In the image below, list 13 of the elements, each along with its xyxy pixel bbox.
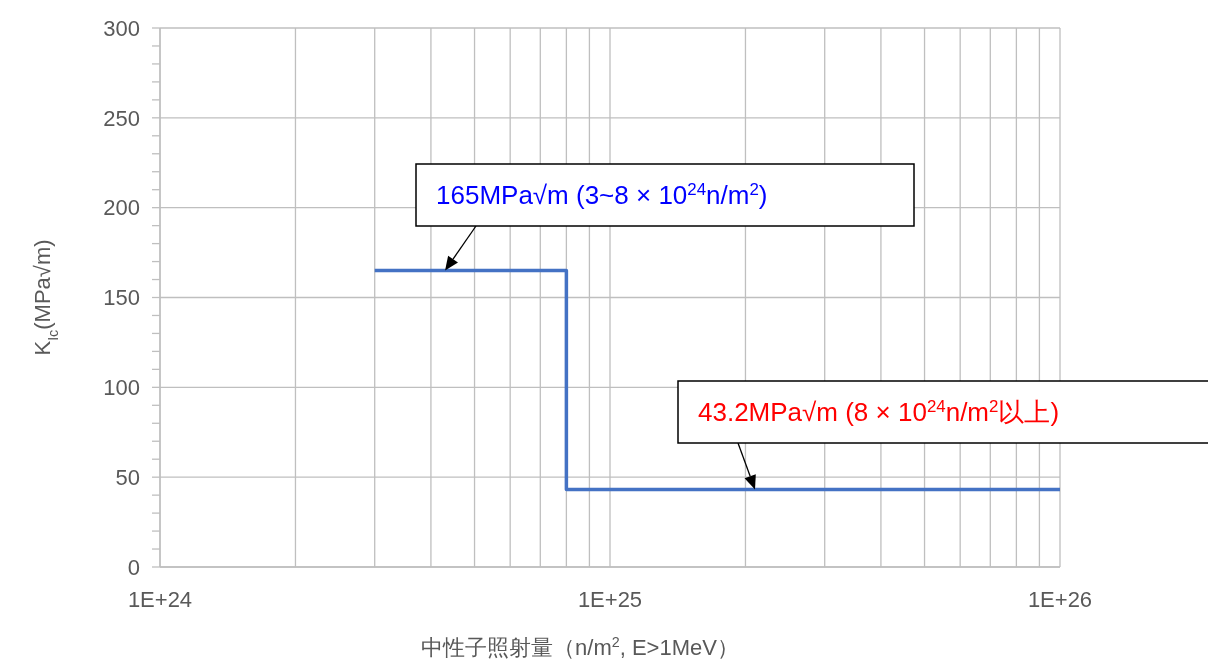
annotation: 43.2MPa√m (8 × 10$^{24}$n/m$^{2}$以上) [698,396,1060,428]
y-tick-label: 300 [103,15,140,41]
y-tick-label: 200 [103,195,140,221]
x-axis-title: 中性子照射量（n/m$^{2}$, E>1MeV） [421,634,739,660]
annotation: 165MPa√m (3~8 × 10$^{24}$n/m$^{2}$) [436,179,768,211]
x-tick-label: 1E+24 [127,587,193,612]
y-tick-label: 250 [103,105,140,131]
y-tick-label: 50 [115,464,140,490]
y-tick-label: 0 [127,554,140,580]
y-tick-label: 150 [103,285,140,311]
x-tick-label: 1E+25 [577,587,643,612]
x-tick-label: 1E+26 [1027,587,1093,612]
y-tick-label: 100 [103,375,140,401]
